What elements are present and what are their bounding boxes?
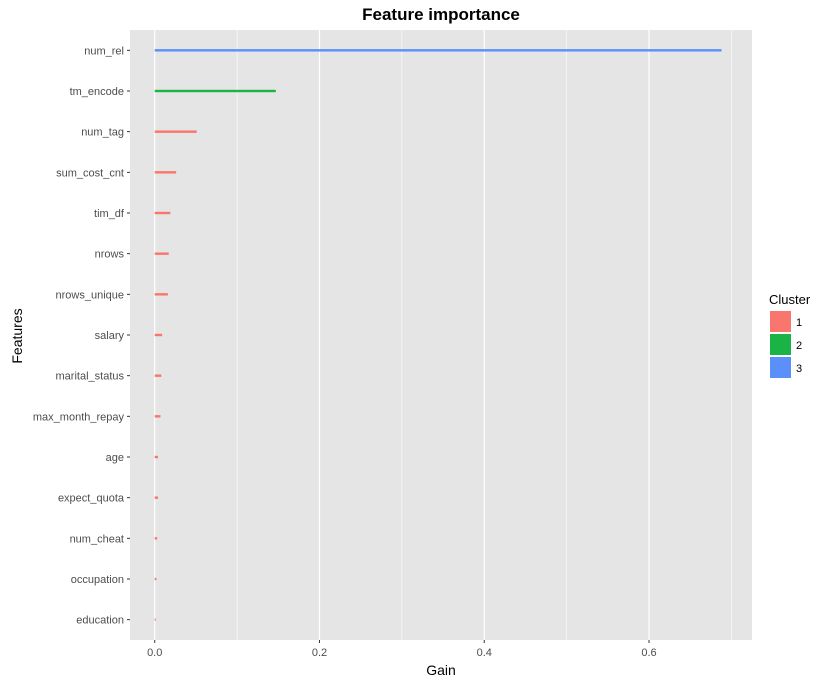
y-tick-label: nrows bbox=[95, 249, 125, 261]
legend-title: Cluster bbox=[769, 292, 811, 307]
x-axis-title: Gain bbox=[426, 662, 456, 678]
legend-key-3 bbox=[770, 357, 791, 378]
y-tick-label: nrows_unique bbox=[56, 289, 125, 301]
y-tick-label: salary bbox=[95, 330, 125, 342]
legend-items: 1 2 3 bbox=[770, 311, 802, 378]
x-axis-ticks: 0.0 0.2 0.4 0.6 bbox=[147, 640, 657, 659]
bar-age bbox=[154, 455, 159, 459]
y-tick-label: occupation bbox=[71, 574, 124, 586]
legend-label-1: 1 bbox=[796, 317, 802, 329]
chart-title: Feature importance bbox=[362, 5, 520, 24]
y-axis-title: Features bbox=[9, 308, 25, 363]
x-tick-label: 0.0 bbox=[147, 647, 162, 659]
y-tick-label: expect_quota bbox=[58, 493, 125, 505]
y-tick-label: tim_df bbox=[94, 208, 125, 220]
legend-key-2 bbox=[770, 334, 791, 355]
y-tick-label: num_tag bbox=[81, 127, 124, 139]
bar-tim-df bbox=[154, 211, 171, 215]
bar-max-month-repay bbox=[154, 415, 161, 418]
y-tick-label: num_cheat bbox=[70, 533, 124, 545]
x-tick-label: 0.2 bbox=[312, 647, 327, 659]
y-tick-label: tm_encode bbox=[70, 86, 124, 98]
y-tick-label: marital_status bbox=[56, 371, 125, 383]
bar-marital-status bbox=[154, 374, 162, 377]
y-tick-label: age bbox=[106, 452, 124, 464]
bar-num-tag bbox=[154, 130, 197, 133]
x-tick-label: 0.4 bbox=[477, 647, 492, 659]
legend: Cluster 1 2 3 bbox=[769, 292, 811, 378]
bar-expect-quota bbox=[154, 496, 159, 499]
y-tick-label: education bbox=[76, 615, 124, 627]
bar-nrows-unique bbox=[154, 293, 168, 296]
plot-panel bbox=[130, 30, 752, 640]
bar-salary bbox=[154, 333, 163, 337]
bar-education bbox=[154, 618, 156, 621]
bar-sum-cost-cnt bbox=[154, 171, 177, 174]
bar-layer bbox=[154, 49, 722, 621]
y-tick-label: num_rel bbox=[84, 45, 124, 57]
legend-label-3: 3 bbox=[796, 363, 802, 375]
legend-label-2: 2 bbox=[796, 340, 802, 352]
legend-key-1 bbox=[770, 311, 791, 332]
bar-occupation bbox=[154, 577, 157, 581]
y-tick-label: max_month_repay bbox=[33, 411, 125, 423]
y-axis-ticks: num_rel tm_encode num_tag sum_cost_cnt tim_d… bbox=[33, 45, 130, 627]
bar-num-rel bbox=[154, 49, 722, 52]
bar-nrows bbox=[154, 252, 169, 255]
bar-num-cheat bbox=[154, 537, 158, 540]
x-tick-label: 0.6 bbox=[641, 647, 656, 659]
y-tick-label: sum_cost_cnt bbox=[56, 167, 124, 179]
bar-tm-encode bbox=[154, 89, 276, 93]
